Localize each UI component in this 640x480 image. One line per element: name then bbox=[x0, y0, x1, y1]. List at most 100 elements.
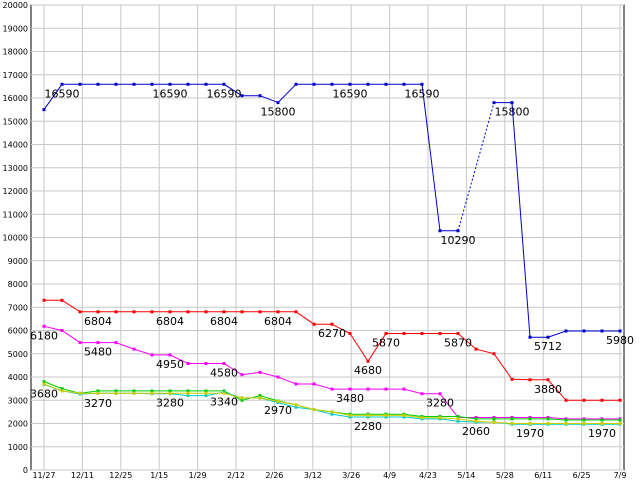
y-tick-label: 12000 bbox=[3, 187, 28, 196]
data-point bbox=[96, 341, 100, 345]
data-point bbox=[366, 82, 370, 86]
data-label: 16590 bbox=[207, 87, 242, 100]
data-point bbox=[204, 389, 208, 393]
data-point bbox=[222, 82, 226, 86]
data-point bbox=[168, 389, 172, 393]
data-point bbox=[60, 298, 64, 302]
x-tick-label: 11/27 bbox=[32, 471, 55, 480]
data-point bbox=[528, 422, 532, 425]
data-point bbox=[132, 391, 136, 395]
data-label: 6804 bbox=[156, 315, 184, 328]
y-tick-label: 1000 bbox=[8, 443, 28, 452]
data-point bbox=[312, 82, 316, 86]
data-point bbox=[438, 229, 442, 233]
data-point bbox=[96, 82, 100, 86]
y-tick-label: 7000 bbox=[8, 303, 28, 312]
data-point bbox=[330, 410, 334, 414]
data-label: 1970 bbox=[588, 427, 616, 440]
x-tick-label: 5/14 bbox=[457, 471, 475, 480]
data-label: 3280 bbox=[426, 397, 454, 410]
data-point bbox=[222, 310, 226, 314]
data-point bbox=[564, 422, 568, 425]
data-point bbox=[96, 389, 100, 393]
x-tick-label: 3/12 bbox=[304, 471, 322, 480]
data-point bbox=[78, 391, 82, 395]
x-tick-label: 5/28 bbox=[496, 471, 514, 480]
data-point bbox=[456, 419, 460, 423]
data-point bbox=[60, 82, 64, 86]
data-label: 16590 bbox=[405, 87, 440, 100]
data-point bbox=[330, 82, 334, 86]
y-tick-label: 4000 bbox=[8, 373, 28, 382]
data-point bbox=[420, 392, 424, 396]
data-point bbox=[348, 387, 352, 391]
y-tick-label: 9000 bbox=[8, 257, 28, 266]
data-point bbox=[294, 403, 298, 407]
data-point bbox=[186, 389, 190, 393]
data-point bbox=[600, 422, 604, 425]
data-label: 10290 bbox=[441, 234, 476, 247]
data-point bbox=[402, 387, 406, 391]
data-point bbox=[42, 324, 46, 328]
data-point bbox=[276, 101, 280, 105]
data-label: 2970 bbox=[264, 404, 292, 417]
data-point bbox=[510, 422, 514, 425]
data-point bbox=[312, 382, 316, 386]
data-point bbox=[78, 310, 82, 314]
data-label: 3270 bbox=[84, 397, 112, 410]
data-point bbox=[150, 391, 154, 395]
y-tick-label: 17000 bbox=[3, 71, 28, 80]
data-point bbox=[492, 420, 496, 424]
y-tick-label: 16000 bbox=[3, 94, 28, 103]
data-point bbox=[618, 422, 622, 425]
data-point bbox=[186, 362, 190, 366]
y-tick-label: 8000 bbox=[8, 280, 28, 289]
data-point bbox=[132, 389, 136, 393]
data-point bbox=[600, 329, 604, 333]
data-point bbox=[348, 415, 352, 419]
y-tick-label: 20000 bbox=[3, 1, 28, 10]
y-tick-label: 10000 bbox=[3, 234, 28, 243]
data-point bbox=[582, 422, 586, 425]
data-label: 16590 bbox=[333, 87, 368, 100]
data-point bbox=[384, 413, 388, 417]
x-tick-label: 2/12 bbox=[227, 471, 245, 480]
data-point bbox=[42, 380, 46, 384]
data-label: 16590 bbox=[45, 87, 80, 100]
data-point bbox=[168, 82, 172, 86]
x-tick-label: 12/11 bbox=[71, 471, 94, 480]
data-point bbox=[456, 229, 460, 233]
data-point bbox=[114, 389, 118, 393]
data-point bbox=[330, 412, 334, 416]
data-point bbox=[132, 82, 136, 86]
data-label: 4950 bbox=[156, 358, 184, 371]
data-point bbox=[204, 394, 208, 398]
y-tick-label: 18000 bbox=[3, 48, 28, 57]
data-point bbox=[420, 332, 424, 336]
data-label: 4680 bbox=[354, 364, 382, 377]
data-point bbox=[240, 396, 244, 400]
x-tick-label: 4/9 bbox=[383, 471, 396, 480]
data-point bbox=[348, 82, 352, 86]
data-point bbox=[132, 310, 136, 314]
data-point bbox=[222, 391, 226, 395]
data-point bbox=[204, 82, 208, 86]
data-point bbox=[258, 310, 262, 314]
data-point bbox=[402, 415, 406, 419]
data-point bbox=[492, 101, 496, 105]
data-point bbox=[546, 335, 550, 339]
data-point bbox=[618, 398, 622, 402]
data-point bbox=[366, 387, 370, 391]
y-tick-label: 19000 bbox=[3, 24, 28, 33]
data-point bbox=[528, 335, 532, 339]
axes: 0 1000 2000 3000 4000 5000 6000 7000 8000 9000 100… bbox=[3, 1, 627, 480]
data-point bbox=[366, 415, 370, 419]
data-label: 5712 bbox=[534, 340, 562, 353]
data-point bbox=[384, 415, 388, 419]
data-point bbox=[114, 82, 118, 86]
data-label: 6804 bbox=[264, 315, 292, 328]
x-tick-label: 6/25 bbox=[573, 471, 591, 480]
data-point bbox=[294, 310, 298, 314]
data-point bbox=[150, 353, 154, 357]
data-point bbox=[150, 389, 154, 393]
